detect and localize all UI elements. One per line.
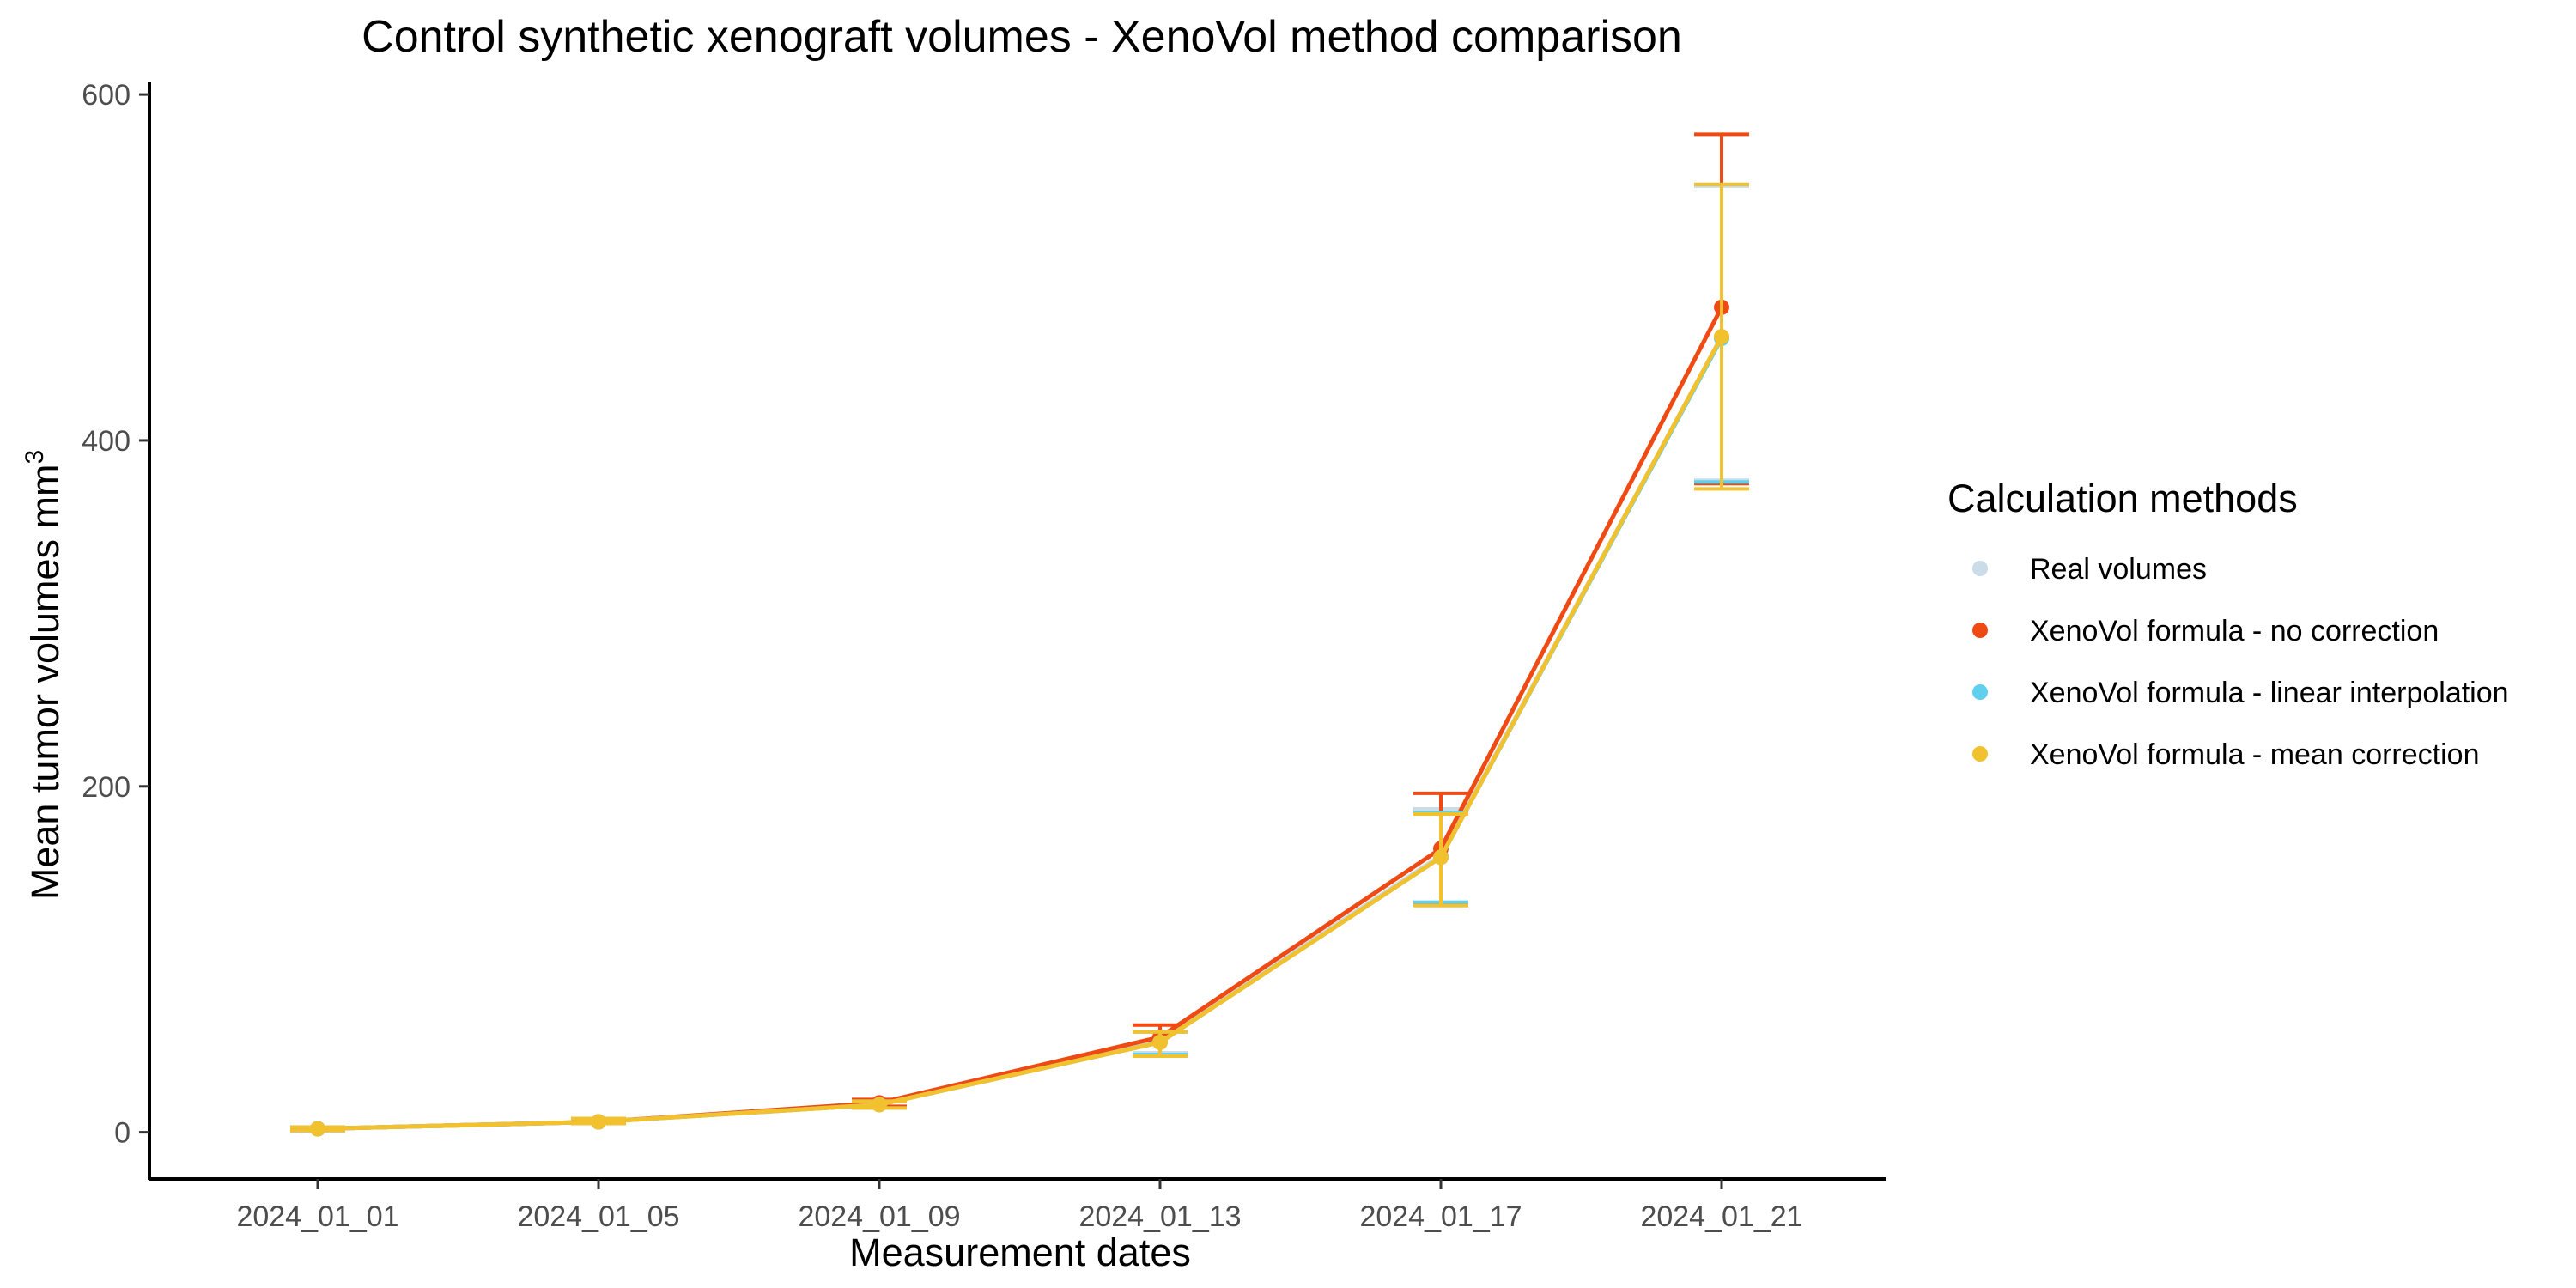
legend-item: XenoVol formula - no correction <box>1972 615 2439 647</box>
y-axis-title-text: Mean tumor volumes mm <box>23 465 67 901</box>
legend-key <box>1972 684 1988 700</box>
x-axis-title: Measurement dates <box>849 1230 1191 1274</box>
axes <box>139 82 1886 1189</box>
y-axis-title: Mean tumor volumes mm3 <box>21 450 67 900</box>
chart-title: Control synthetic xenograft volumes - Xe… <box>361 12 1682 62</box>
series-line <box>317 337 1724 1132</box>
y-tick-label: 0 <box>114 1117 131 1150</box>
x-tick-label: 2024_01_05 <box>517 1200 679 1233</box>
series-line <box>317 335 1724 1132</box>
series-line <box>317 335 1724 1132</box>
x-tick-label: 2024_01_09 <box>798 1200 960 1233</box>
legend-item: XenoVol formula - mean correction <box>1972 738 2479 771</box>
legend-label: XenoVol formula - no correction <box>2030 615 2439 647</box>
x-tick-label: 2024_01_01 <box>236 1200 398 1233</box>
tick-labels: 0 200 400 600 2024_01_01 2024_01_05 2024_01_09… <box>82 79 1802 1233</box>
legend-label: Real volumes <box>2030 553 2207 586</box>
x-tick-label: 2024_01_17 <box>1359 1200 1522 1233</box>
series-4 <box>290 182 1749 1137</box>
series-line <box>317 306 1724 1132</box>
legend: Calculation methods Real volumes XenoVol … <box>1947 477 2509 771</box>
y-tick-label: 400 <box>82 425 131 458</box>
data-point <box>591 1114 606 1130</box>
x-tick-label: 2024_01_21 <box>1640 1200 1802 1233</box>
data-point <box>310 1121 325 1137</box>
series-1 <box>290 184 1749 1137</box>
data-point <box>1433 849 1449 866</box>
legend-key <box>1972 561 1988 576</box>
series-layer <box>290 132 1749 1137</box>
x-tick-label: 2024_01_13 <box>1078 1200 1241 1233</box>
series-2 <box>290 132 1749 1137</box>
legend-label: XenoVol formula - linear interpolation <box>2030 677 2509 709</box>
y-tick-label: 200 <box>82 771 131 804</box>
legend-key <box>1972 623 1988 638</box>
data-point <box>1714 329 1729 345</box>
legend-title: Calculation methods <box>1947 477 2298 520</box>
legend-label: XenoVol formula - mean correction <box>2030 738 2479 771</box>
data-point <box>1152 1034 1168 1050</box>
y-tick-label: 600 <box>82 79 131 112</box>
data-point <box>872 1097 887 1113</box>
legend-item: Real volumes <box>1972 553 2207 586</box>
legend-key <box>1972 746 1988 762</box>
series-3 <box>290 182 1749 1137</box>
legend-item: XenoVol formula - linear interpolation <box>1972 677 2509 709</box>
y-axis-title-superscript: 3 <box>21 450 49 465</box>
